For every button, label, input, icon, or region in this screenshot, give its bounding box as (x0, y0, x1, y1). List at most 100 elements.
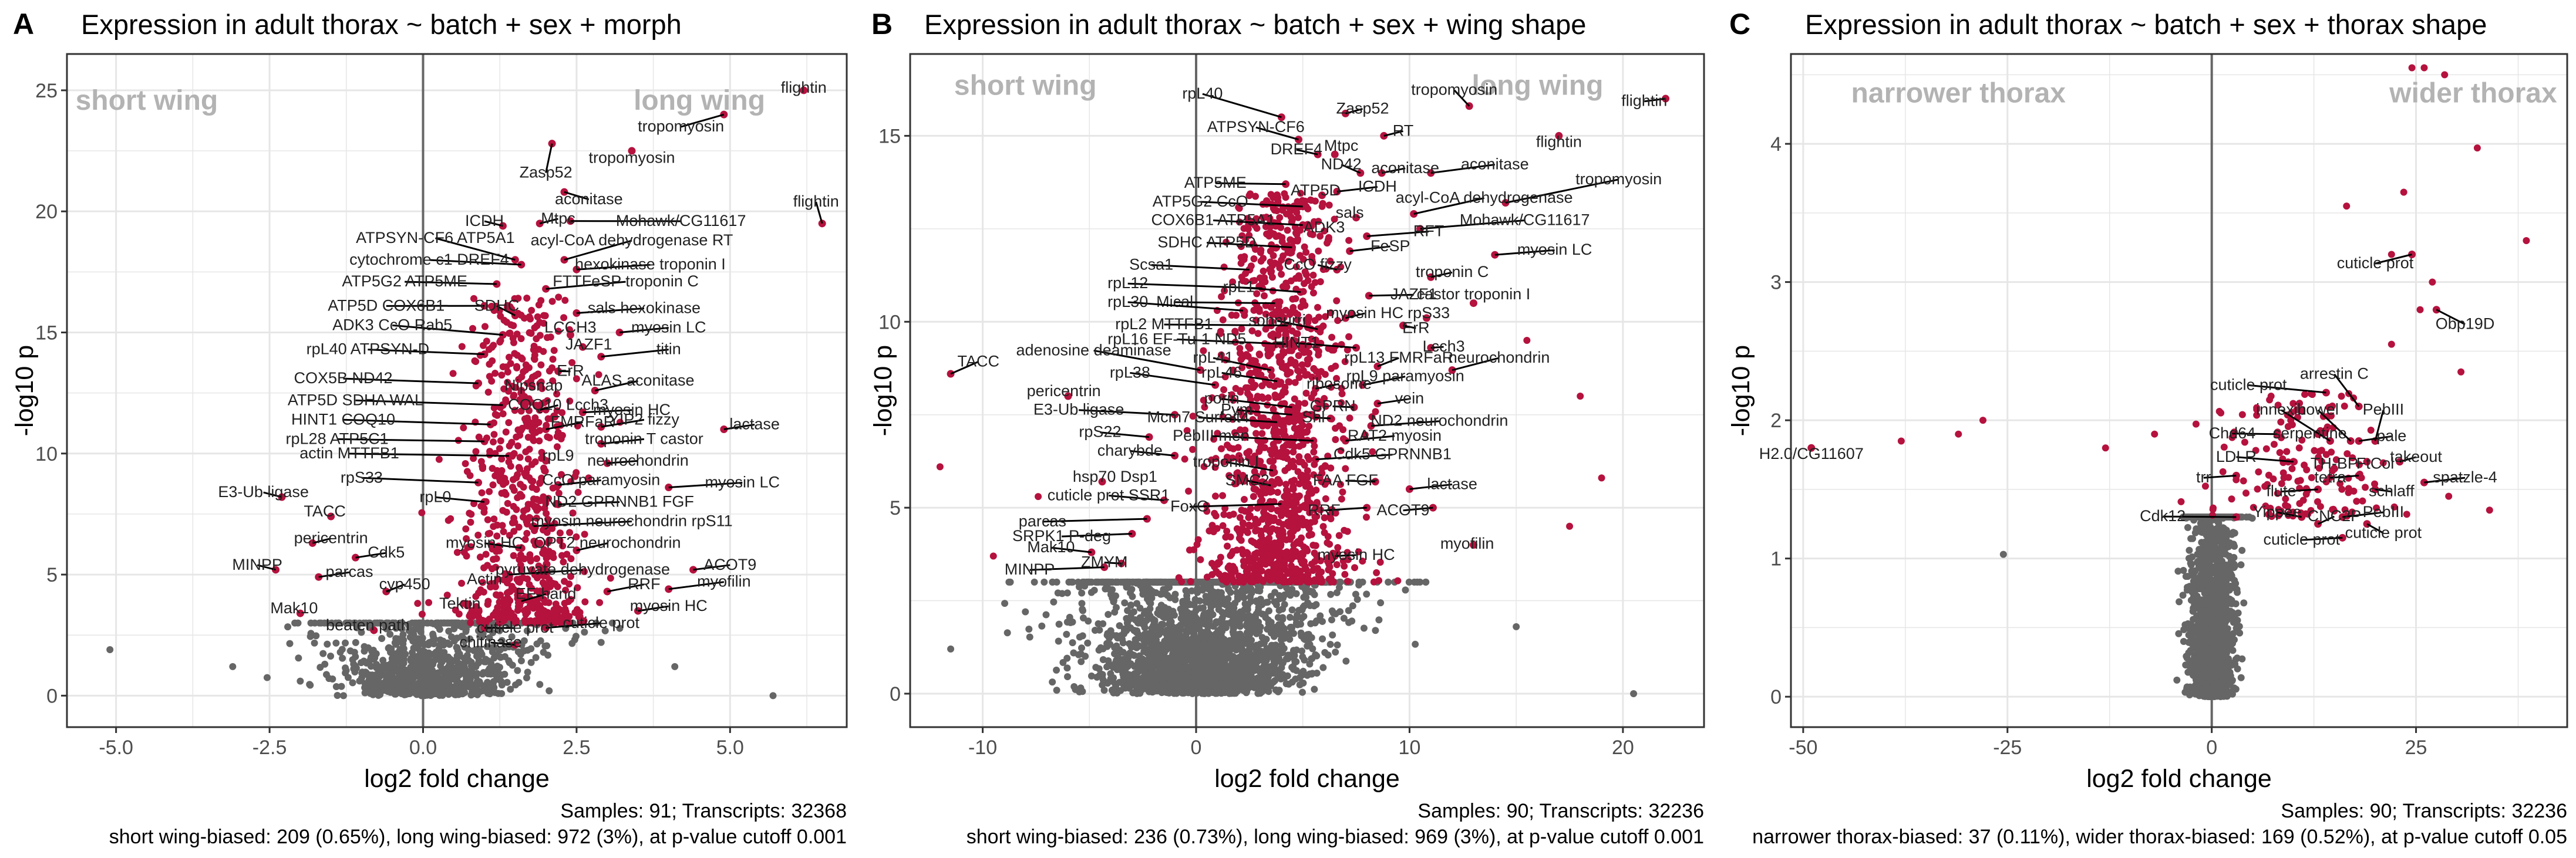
point-nonsignificant (390, 660, 398, 667)
point-nonsignificant (1220, 688, 1227, 696)
point-significant (1315, 247, 1322, 255)
y-tick-label: 25 (35, 80, 58, 102)
point-significant (526, 445, 533, 453)
point-nonsignificant (1265, 663, 1273, 671)
gene-label: rpL28 ATP5C1 (286, 430, 389, 447)
point-nonsignificant (1349, 602, 1356, 610)
point-nonsignificant (1247, 663, 1255, 671)
point-significant (470, 455, 477, 462)
point-nonsignificant (1402, 586, 1409, 594)
point-nonsignificant (1244, 622, 1251, 630)
point-significant (1237, 536, 1245, 544)
point-significant (516, 431, 524, 439)
point-nonsignificant (1153, 578, 1160, 586)
point-significant (1225, 512, 1233, 519)
point-nonsignificant (1198, 646, 1205, 653)
point-nonsignificant (398, 625, 406, 633)
point-significant (544, 397, 551, 404)
point-nonsignificant (597, 639, 605, 646)
point-significant (514, 577, 522, 585)
gene-label: E3-Ub ligase (218, 483, 309, 501)
point-significant (1271, 432, 1278, 440)
point-significant (533, 485, 540, 493)
point-nonsignificant (439, 690, 446, 697)
point-nonsignificant (1233, 683, 1240, 690)
point-nonsignificant (444, 687, 452, 695)
point-nonsignificant (342, 664, 349, 672)
point-nonsignificant (1139, 590, 1147, 598)
point-nonsignificant (1422, 578, 1430, 586)
point-significant (528, 306, 536, 314)
point-nonsignificant (1277, 675, 1285, 683)
point-significant (1252, 316, 1260, 324)
point-significant (1289, 484, 1297, 491)
point-nonsignificant (294, 619, 302, 627)
point-nonsignificant (1146, 647, 1153, 655)
label-leader-line (601, 438, 645, 445)
point-significant (526, 581, 533, 589)
point-nonsignificant (1187, 621, 1194, 629)
point-significant (469, 325, 477, 332)
point-significant (490, 556, 497, 563)
point-nonsignificant (470, 663, 478, 670)
x-tick-label: -2.5 (252, 737, 287, 759)
gene-label: COQ10 Lcch3 (508, 396, 608, 414)
point-significant (458, 579, 466, 587)
point-nonsignificant (443, 667, 451, 674)
point-nonsignificant (1250, 643, 1257, 650)
point-significant (458, 343, 466, 350)
point-nonsignificant (1250, 613, 1257, 621)
point-significant (1308, 531, 1315, 538)
point-significant (490, 431, 498, 438)
point-nonsignificant (1165, 606, 1173, 613)
gene-label: YIP2 fizzy (609, 410, 680, 428)
point-significant (500, 576, 507, 583)
point-nonsignificant (379, 687, 386, 694)
point-significant (447, 515, 454, 522)
point-significant (1260, 292, 1268, 300)
point-nonsignificant (1233, 589, 1241, 596)
point-nonsignificant (297, 677, 304, 685)
point-significant (499, 410, 507, 418)
gene-label: sals hexokinase (588, 299, 701, 316)
label-leader-line (638, 605, 669, 612)
gene-label: ATP5D COX6B1 (328, 296, 445, 314)
point-significant (1292, 263, 1300, 271)
point-significant (460, 549, 468, 556)
point-nonsignificant (1190, 678, 1197, 686)
point-significant (1267, 191, 1275, 198)
point-significant (574, 584, 581, 592)
point-nonsignificant (1260, 658, 1268, 666)
point-significant (526, 329, 533, 336)
point-significant (1299, 441, 1306, 448)
label-leader-line (619, 326, 669, 333)
point-nonsignificant (1272, 601, 1280, 609)
point-significant (535, 301, 543, 309)
point-nonsignificant (1125, 624, 1133, 632)
gene-label: Tektin (439, 594, 481, 612)
point-nonsignificant (1100, 687, 1108, 694)
point-nonsignificant (532, 654, 540, 661)
gene-label: pyruvate dehydrogenase (496, 560, 670, 578)
point-significant (484, 516, 491, 523)
point-nonsignificant (1171, 596, 1179, 603)
point-nonsignificant (482, 685, 490, 693)
point-nonsignificant (1215, 600, 1223, 607)
gene-label: chitinase (459, 633, 522, 651)
y-tick-label: 10 (35, 443, 58, 465)
point-nonsignificant (1114, 578, 1122, 586)
point-nonsignificant (1226, 652, 1234, 660)
point-nonsignificant (1075, 578, 1082, 586)
point-significant (513, 352, 521, 359)
point-significant (514, 442, 521, 450)
point-significant (489, 481, 497, 489)
point-nonsignificant (1372, 627, 1379, 634)
point-significant (1316, 232, 1324, 240)
point-significant (558, 432, 566, 440)
point-nonsignificant (406, 633, 414, 641)
point-significant (500, 616, 508, 624)
point-nonsignificant (1127, 609, 1135, 617)
point-significant (533, 495, 541, 503)
point-significant (573, 533, 580, 541)
point-nonsignificant (307, 681, 314, 689)
